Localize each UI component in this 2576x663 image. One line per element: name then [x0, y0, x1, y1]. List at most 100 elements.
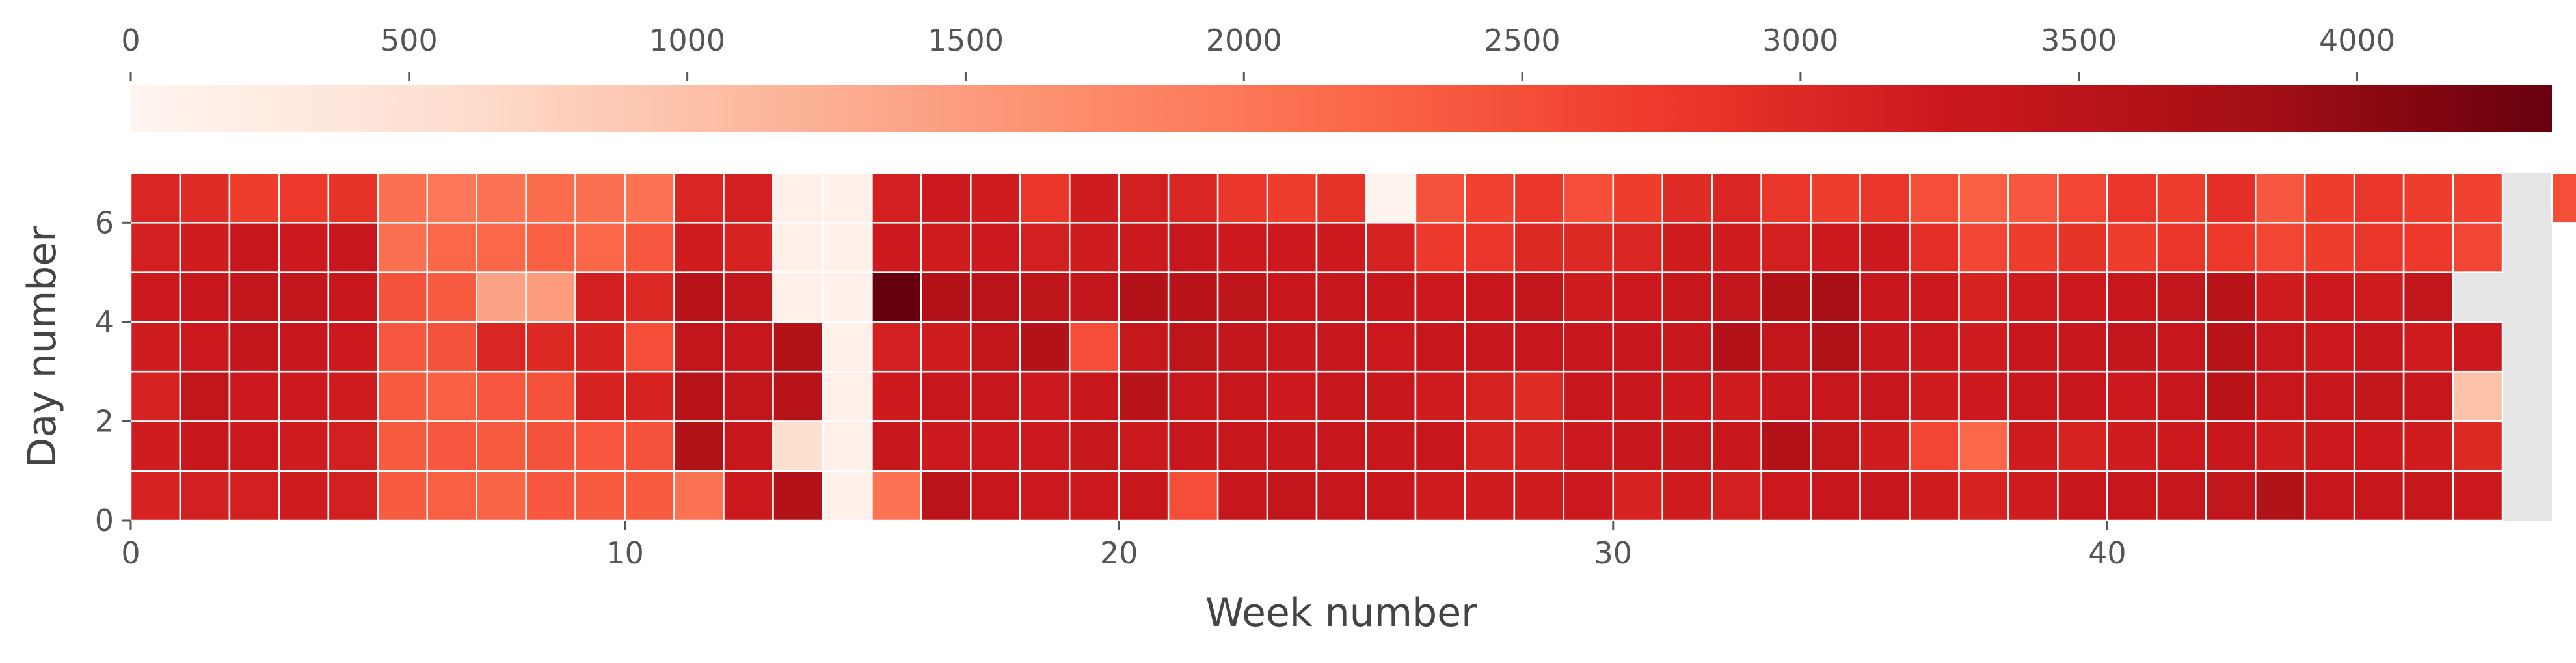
- heatmap-cell: [1167, 271, 1219, 323]
- heatmap-cell: [1958, 370, 2009, 422]
- heatmap-cell: [1464, 222, 1516, 273]
- heatmap-cell: [2057, 321, 2108, 373]
- heatmap-cell: [1612, 321, 1663, 373]
- heatmap-cell: [772, 321, 824, 373]
- heatmap-cell: [426, 222, 477, 273]
- heatmap-cell: [1909, 370, 1960, 422]
- heatmap-cell: [1365, 271, 1417, 323]
- heatmap-cell: [624, 271, 675, 323]
- heatmap-cell: [2402, 172, 2454, 224]
- heatmap-cell: [1563, 321, 1615, 373]
- heatmap-cell: [129, 172, 181, 224]
- heatmap-cell: [1760, 271, 1812, 323]
- heatmap-cell: [2057, 222, 2108, 273]
- heatmap-cell: [1909, 222, 1960, 273]
- heatmap-cell: [2402, 222, 2454, 273]
- heatmap-cell: [476, 271, 527, 323]
- heatmap-cell: [1068, 370, 1120, 422]
- heatmap-cell: [525, 321, 576, 373]
- heatmap-cell: [1068, 222, 1120, 273]
- heatmap-cell: [1118, 271, 1170, 323]
- colorbar-tick-label: 2500: [1484, 23, 1561, 58]
- heatmap-cell: [970, 271, 1021, 323]
- heatmap-cell: [871, 470, 922, 522]
- heatmap-cell: [2106, 370, 2158, 422]
- heatmap-cell: [822, 321, 873, 373]
- heatmap-cell: [377, 271, 429, 323]
- heatmap-cell: [723, 222, 774, 273]
- heatmap-cell: [1414, 172, 1466, 224]
- heatmap-cell: [1513, 321, 1565, 373]
- heatmap-cell: [2156, 470, 2207, 522]
- heatmap-cell: [822, 370, 873, 422]
- heatmap-cell: [1216, 420, 1268, 472]
- heatmap-cell: [327, 222, 379, 273]
- heatmap-cell: [2156, 172, 2207, 224]
- heatmap-cell: [2402, 420, 2454, 472]
- heatmap-cell: [2156, 222, 2207, 273]
- heatmap-cell: [1711, 271, 1762, 323]
- heatmap-cell: [228, 222, 280, 273]
- heatmap-cell: [2205, 321, 2257, 373]
- heatmap-cell: [871, 370, 922, 422]
- heatmap-cell: [2057, 172, 2108, 224]
- heatmap-cell: [1315, 370, 1367, 422]
- heatmap-cell: [278, 222, 330, 273]
- heatmap-cell: [1563, 172, 1615, 224]
- heatmap-cell: [673, 420, 725, 472]
- heatmap-cell: [426, 271, 477, 323]
- heatmap-cell: [327, 420, 379, 472]
- heatmap-cell: [1909, 172, 1960, 224]
- heatmap-cell: [1019, 271, 1071, 323]
- heatmap-cell: [1266, 222, 1318, 273]
- heatmap-cell: [2254, 321, 2306, 373]
- colorbar-gradient: [131, 85, 2552, 132]
- heatmap-cell: [1711, 222, 1762, 273]
- heatmap-cell: [525, 370, 576, 422]
- heatmap-cell: [1365, 420, 1417, 472]
- heatmap-cell: [2007, 470, 2059, 522]
- heatmap-cell: [1266, 172, 1318, 224]
- heatmap-cell: [228, 271, 280, 323]
- heatmap-cell: [574, 470, 626, 522]
- heatmap-cell: [2057, 370, 2108, 422]
- heatmap-cell: [2007, 222, 2059, 273]
- heatmap-cell: [772, 271, 824, 323]
- heatmap-cell: [1958, 271, 2009, 323]
- heatmap-cell: [2353, 222, 2405, 273]
- heatmap-cell: [2156, 321, 2207, 373]
- heatmap-cell: [574, 321, 626, 373]
- heatmap-cell: [2303, 370, 2355, 422]
- heatmap-cell: [426, 172, 477, 224]
- heatmap-cell: [1464, 370, 1516, 422]
- heatmap-cell: [228, 321, 280, 373]
- heatmap-cell: [476, 321, 527, 373]
- heatmap-cell: [1167, 370, 1219, 422]
- x-axis-label: Week number: [1205, 590, 1477, 636]
- heatmap-cell: [2353, 420, 2405, 472]
- heatmap-cell: [1859, 172, 1911, 224]
- heatmap-cell: [1909, 321, 1960, 373]
- heatmap-cell: [2007, 321, 2059, 373]
- colorbar-tick-label: 3500: [2041, 23, 2117, 58]
- heatmap-cell: [920, 321, 972, 373]
- heatmap-cell: [1315, 470, 1367, 522]
- colorbar-tick-label: 0: [121, 23, 140, 58]
- heatmap-cell: [624, 370, 675, 422]
- heatmap-cell: [179, 420, 231, 472]
- heatmap-cell: [1859, 370, 1911, 422]
- heatmap-cell: [2057, 470, 2108, 522]
- heatmap-cell: [2007, 370, 2059, 422]
- heatmap-cell: [228, 370, 280, 422]
- heatmap-cell: [129, 470, 181, 522]
- heatmap-cell: [525, 222, 576, 273]
- heatmap-cell: [1167, 222, 1219, 273]
- heatmap-cell: [1810, 470, 1861, 522]
- heatmap-cell: [2156, 420, 2207, 472]
- heatmap-cell: [2353, 271, 2405, 323]
- heatmap-cell: [1118, 222, 1170, 273]
- heatmap-cell: [2205, 420, 2257, 472]
- heatmap-cell: [2205, 222, 2257, 273]
- x-tick-label: 40: [2088, 535, 2127, 571]
- colorbar-tick-label: 4000: [2319, 23, 2395, 58]
